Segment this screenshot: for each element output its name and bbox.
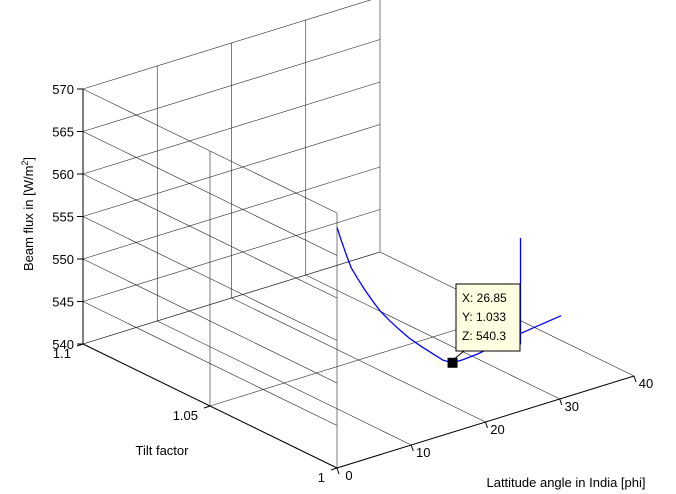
x-axis-label: Lattitude angle in India [phi] xyxy=(486,475,645,490)
x-tick-label: 10 xyxy=(416,445,430,460)
x-tick-label: 0 xyxy=(345,468,352,483)
wall-x0-horizontal xyxy=(82,216,338,341)
z-axis-label-text: Beam flux in [W/m xyxy=(21,166,36,271)
x-tick-label: 30 xyxy=(565,399,579,414)
y-tick-label: 1.1 xyxy=(53,346,71,361)
x-tick-mark xyxy=(559,398,563,406)
x-tick-mark xyxy=(410,444,414,452)
z-axis-label-sup: 2 xyxy=(20,161,30,166)
y-tick-label: 1.05 xyxy=(173,408,198,423)
z-axis-label-tail: ] xyxy=(21,157,36,161)
z-tick-label: 550 xyxy=(52,252,74,267)
z-tick-label: 570 xyxy=(52,82,74,97)
y-tick-mark xyxy=(330,467,338,471)
datatip-box xyxy=(455,283,521,352)
z-tick-label: 540 xyxy=(52,337,74,352)
x-tick-mark xyxy=(336,467,340,475)
wall-x0-horizontal xyxy=(82,301,338,426)
wall-y1-horizontal xyxy=(82,0,372,90)
z-tick-label: 545 xyxy=(52,295,74,310)
wall-x0-horizontal xyxy=(82,258,338,384)
datatip-line: Y: 1.033 xyxy=(462,310,506,324)
wall-x0-horizontal xyxy=(82,131,338,256)
datatip-marker xyxy=(447,357,458,368)
data-tip[interactable]: X: 26.85 Y: 1.033 Z: 540.3 xyxy=(447,283,521,368)
wall-x0-horizontal xyxy=(82,173,338,299)
x-tick-label: 40 xyxy=(639,376,653,391)
wall-y1-horizontal xyxy=(82,251,381,345)
wall-y1-horizontal xyxy=(82,209,381,302)
wall-y1-horizontal xyxy=(82,166,381,260)
datatip-pointer xyxy=(454,350,465,360)
z-axis-label: Beam flux in [W/m2] xyxy=(20,157,36,271)
series-layer xyxy=(336,227,562,364)
z-tick-label: 555 xyxy=(52,210,74,225)
x-tick-mark xyxy=(633,375,637,383)
z-tick-label: 565 xyxy=(52,125,74,140)
grid-layer xyxy=(82,0,635,469)
series-line-0 xyxy=(336,227,562,364)
datatip-line: Z: 540.3 xyxy=(462,329,506,343)
wall-y1-horizontal xyxy=(82,81,381,175)
wall-y1-horizontal xyxy=(82,124,381,217)
x-tick-label: 20 xyxy=(490,422,504,437)
datatip-line: X: 26.85 xyxy=(462,291,507,305)
y-tick-mark xyxy=(203,405,211,409)
wall-x0-horizontal xyxy=(82,88,338,214)
y-axis-label: Tilt factor xyxy=(136,443,190,458)
x-tick-mark xyxy=(485,421,488,429)
z-tick-label: 560 xyxy=(52,167,74,182)
y-tick-label: 1 xyxy=(318,470,325,485)
axes-frame xyxy=(76,88,637,475)
wall-y1-horizontal xyxy=(82,39,381,132)
